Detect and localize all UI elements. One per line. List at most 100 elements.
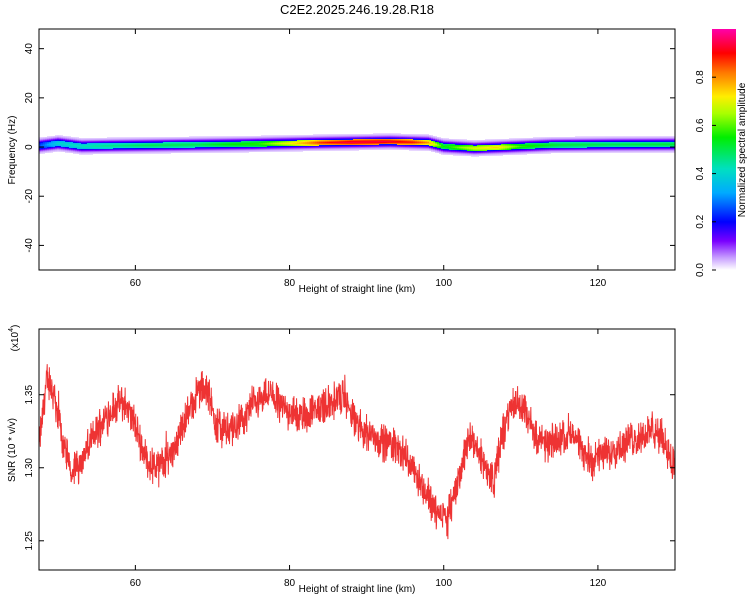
heatmap-cell — [253, 139, 255, 140]
heatmap-cell — [573, 143, 575, 144]
heatmap-cell — [391, 136, 393, 137]
heatmap-cell — [333, 136, 335, 137]
heatmap-cell — [627, 148, 629, 149]
heatmap-cell — [47, 136, 49, 137]
heatmap-cell — [507, 149, 509, 150]
heatmap-cell — [499, 153, 501, 154]
heatmap-cell — [451, 142, 453, 143]
heatmap-cell — [191, 145, 193, 146]
heatmap-cell — [303, 150, 305, 151]
heatmap-cell — [337, 137, 339, 138]
heatmap-cell — [469, 150, 471, 151]
heatmap-cell — [115, 138, 117, 139]
heatmap-cell — [535, 150, 537, 151]
heatmap-cell — [221, 141, 223, 142]
heatmap-cell — [45, 144, 47, 145]
heatmap-cell — [91, 148, 93, 149]
heatmap-cell — [579, 147, 581, 148]
heatmap-cell — [57, 143, 59, 144]
heatmap-cell — [371, 136, 373, 137]
heatmap-cell — [561, 149, 563, 150]
heatmap-cell — [379, 143, 381, 144]
heatmap-cell — [631, 149, 633, 150]
heatmap-cell — [395, 137, 397, 138]
heatmap-cell — [367, 139, 369, 140]
heatmap-cell — [491, 148, 493, 149]
heatmap-cell — [527, 142, 529, 143]
heatmap-cell — [297, 135, 299, 136]
heatmap-cell — [363, 144, 365, 145]
heatmap-cell — [211, 144, 213, 145]
heatmap-cell — [145, 139, 147, 140]
heatmap-cell — [39, 146, 41, 147]
heatmap-cell — [371, 149, 373, 150]
heatmap-cell — [71, 143, 73, 144]
heatmap-cell — [145, 153, 147, 154]
heatmap-cell — [73, 145, 75, 146]
heatmap-cell — [435, 138, 437, 139]
heatmap-cell — [151, 149, 153, 150]
heatmap-cell — [143, 137, 145, 138]
heatmap-cell — [41, 146, 43, 147]
heatmap-cell — [165, 143, 167, 144]
heatmap-cell — [187, 144, 189, 145]
heatmap-cell — [59, 136, 61, 137]
heatmap-cell — [607, 148, 609, 149]
heatmap-cell — [213, 152, 215, 153]
heatmap-cell — [581, 143, 583, 144]
heatmap-cell — [485, 150, 487, 151]
heatmap-cell — [277, 136, 279, 137]
heatmap-cell — [227, 147, 229, 148]
heatmap-cell — [467, 142, 469, 143]
heatmap-cell — [533, 142, 535, 143]
heatmap-cell — [545, 147, 547, 148]
heatmap-cell — [435, 151, 437, 152]
heatmap-cell — [75, 153, 77, 154]
heatmap-cell — [207, 151, 209, 152]
heatmap-cell — [429, 135, 431, 136]
heatmap-cell — [275, 146, 277, 147]
heatmap-cell — [179, 142, 181, 143]
heatmap-cell — [165, 148, 167, 149]
heatmap-cell — [345, 148, 347, 149]
heatmap-cell — [55, 138, 57, 139]
heatmap-cell — [273, 140, 275, 141]
heatmap-cell — [109, 148, 111, 149]
heatmap-cell — [519, 149, 521, 150]
heatmap-cell — [203, 136, 205, 137]
heatmap-cell — [155, 147, 157, 148]
heatmap-cell — [557, 148, 559, 149]
heatmap-cell — [173, 149, 175, 150]
heatmap-cell — [341, 134, 343, 135]
heatmap-cell — [217, 145, 219, 146]
heatmap-cell — [299, 148, 301, 149]
heatmap-cell — [569, 149, 571, 150]
heatmap-cell — [283, 145, 285, 146]
heatmap-cell — [161, 150, 163, 151]
heatmap-cell — [81, 146, 83, 147]
heatmap-cell — [573, 147, 575, 148]
heatmap-cell — [47, 147, 49, 148]
heatmap-cell — [363, 141, 365, 142]
heatmap-cell — [601, 140, 603, 141]
heatmap-cell — [165, 147, 167, 148]
heatmap-cell — [203, 140, 205, 141]
heatmap-cell — [251, 140, 253, 141]
heatmap-cell — [51, 141, 53, 142]
heatmap-cell — [405, 142, 407, 143]
heatmap-cell — [55, 144, 57, 145]
heatmap-cell — [125, 140, 127, 141]
heatmap-cell — [151, 141, 153, 142]
heatmap-cell — [623, 150, 625, 151]
heatmap-cell — [185, 140, 187, 141]
heatmap-cell — [131, 143, 133, 144]
heatmap-cell — [563, 148, 565, 149]
heatmap-cell — [217, 143, 219, 144]
heatmap-cell — [359, 145, 361, 146]
heatmap-cell — [223, 149, 225, 150]
heatmap-cell — [293, 143, 295, 144]
heatmap-cell — [251, 143, 253, 144]
heatmap-cell — [421, 140, 423, 141]
heatmap-cell — [211, 150, 213, 151]
heatmap-cell — [39, 152, 41, 153]
